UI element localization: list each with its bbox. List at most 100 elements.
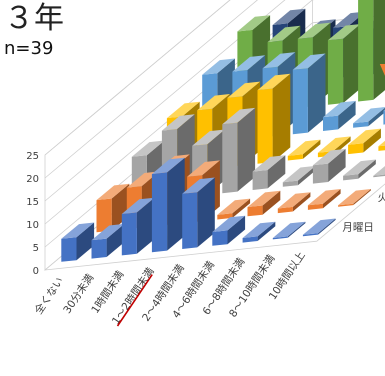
bar: [121, 197, 155, 256]
bar-top: [338, 189, 371, 206]
sample-size: n=39: [4, 38, 54, 59]
bar-top: [353, 106, 385, 124]
bar-top: [121, 197, 155, 214]
y-tick-label: 25: [26, 151, 39, 162]
bar-top: [292, 53, 326, 70]
bar-top: [187, 160, 220, 177]
bar: [307, 189, 341, 210]
bar-top: [192, 129, 225, 146]
bar: [373, 166, 385, 178]
bar-front: [61, 237, 77, 262]
bar-top: [282, 165, 316, 183]
bar-top: [272, 8, 306, 25]
bar: [287, 139, 321, 161]
bar-front: [307, 203, 323, 210]
y-tick-label: 20: [26, 174, 39, 185]
bar-side: [227, 215, 246, 245]
bar-side: [358, 159, 376, 179]
gridline: [44, 0, 259, 179]
bar: [61, 222, 95, 262]
bar-top: [126, 171, 160, 188]
bar-top: [312, 148, 346, 166]
bar-side: [136, 197, 155, 254]
bar-front: [91, 238, 107, 259]
bar-front: [217, 213, 233, 220]
bar-side: [232, 198, 251, 218]
bar-front: [312, 163, 329, 184]
bar-top: [232, 55, 266, 72]
bar-side: [318, 218, 336, 235]
bar: [151, 157, 185, 253]
bar-front: [247, 205, 263, 217]
bar-front: [353, 121, 369, 128]
bar-front: [348, 143, 364, 155]
bar-side: [307, 53, 326, 133]
bar-top: [272, 221, 306, 238]
bar-top: [307, 189, 341, 206]
bar-side: [76, 222, 95, 261]
bar-side: [237, 107, 256, 192]
bar-front: [121, 212, 137, 256]
grade-heading: ３年: [4, 1, 64, 36]
bar: [252, 155, 286, 190]
y-tick-label: 15: [26, 197, 39, 208]
bar-top: [302, 218, 336, 235]
bar-side: [287, 221, 306, 238]
bar-front: [373, 174, 385, 178]
bar: [282, 165, 316, 187]
bar-side: [106, 223, 125, 257]
bar-top: [277, 192, 311, 209]
bar: [348, 128, 381, 155]
bar-front: [287, 154, 303, 161]
bar-side: [368, 107, 385, 127]
bar-top: [247, 190, 281, 208]
bar-top: [267, 25, 301, 43]
bar: [323, 100, 356, 131]
bar-top: [343, 159, 376, 176]
bar: [353, 106, 385, 128]
y-tick-label: 10: [26, 220, 39, 231]
bar-top: [61, 222, 95, 239]
bar-side: [272, 73, 291, 163]
bar-top: [297, 22, 331, 39]
bar-front: [358, 0, 374, 102]
bar-front: [302, 233, 319, 237]
bar: [338, 189, 371, 207]
bar-top: [161, 114, 195, 131]
bar: [257, 73, 291, 164]
bar-side: [328, 148, 346, 182]
bar-top: [96, 183, 130, 201]
bar: [302, 218, 336, 237]
bar-top: [131, 140, 165, 157]
bar-front: [182, 192, 198, 249]
bar: [222, 107, 256, 194]
bar-front: [272, 236, 288, 240]
bar-top: [212, 215, 246, 232]
bar-top: [91, 223, 125, 241]
bar-side: [297, 165, 316, 186]
bar-top: [237, 15, 271, 32]
bar-top: [333, 11, 366, 28]
bar: [247, 190, 281, 217]
bar-front: [257, 88, 273, 164]
bar-top: [217, 198, 251, 215]
bar-top: [222, 107, 256, 125]
series-label: 火曜日: [378, 192, 385, 204]
bar: [327, 24, 361, 105]
bar-top: [166, 101, 200, 119]
bar-side: [363, 128, 381, 153]
bar-top: [252, 155, 286, 172]
bar-side: [197, 177, 215, 248]
bar-side: [267, 155, 286, 189]
bar-front: [323, 115, 339, 131]
category-label: 全くない: [32, 275, 66, 317]
bar-top: [227, 81, 261, 98]
bar: [182, 177, 215, 249]
bar-front: [338, 203, 354, 207]
bar-top: [202, 58, 235, 75]
bar-top: [182, 177, 215, 194]
bar: [312, 148, 346, 184]
bar: [343, 159, 376, 181]
bar: [292, 53, 326, 135]
